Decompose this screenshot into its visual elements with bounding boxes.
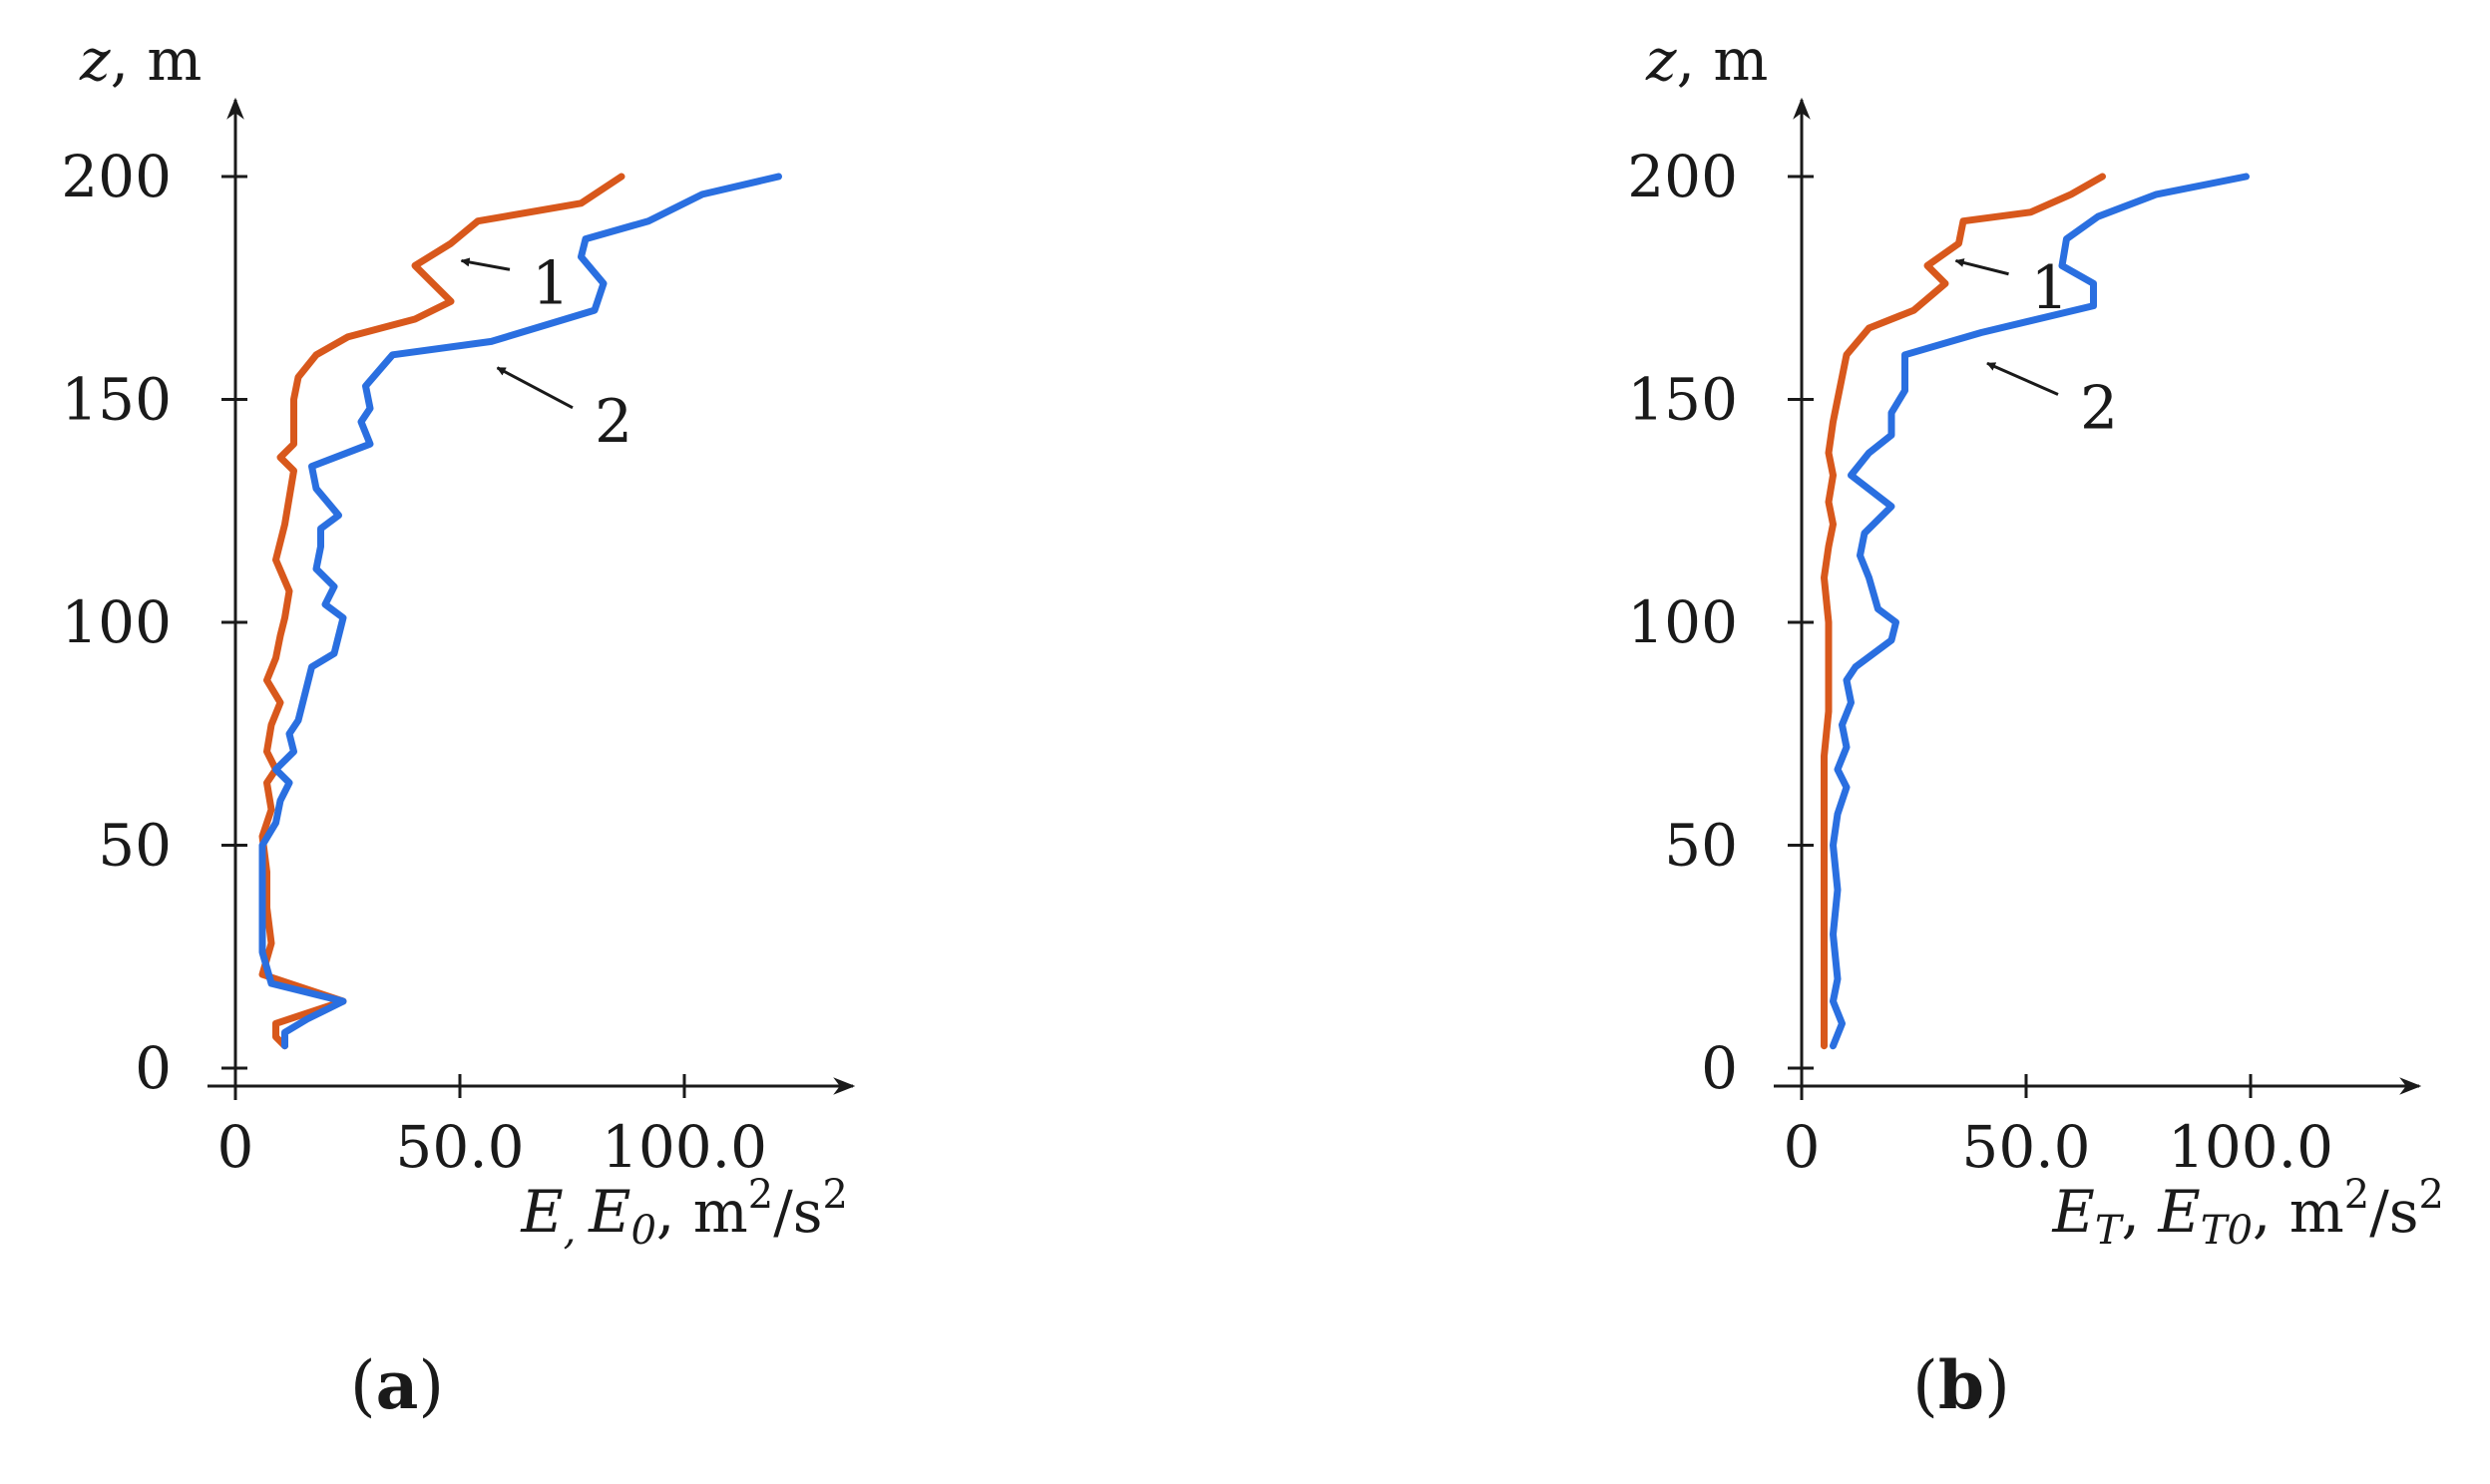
panel-a-y-tick-label: 50 <box>98 812 172 880</box>
panel-a-x-tick-label: 50.0 <box>395 1113 524 1181</box>
panel-b: 0 50 100 150 200 0 50.0 100.0 z, m ET, ET0, m2/s2… <box>1627 26 2444 1424</box>
panel-b-y-tick-label: 50 <box>1664 812 1738 880</box>
panel-b-x-tick-label: 100.0 <box>2168 1113 2333 1181</box>
panel-b-y-tick-label: 0 <box>1701 1034 1738 1102</box>
panel-b-series-1-line <box>1821 173 2106 1050</box>
panel-a-curve-1-pointer <box>460 257 511 271</box>
panel-b-x-tick-label: 50.0 <box>1961 1113 2090 1181</box>
panel-a: 0 50 100 150 200 0 50.0 100.0 z, m E, E0, m2/s2 12… <box>61 26 856 1424</box>
panel-b-curve-2-pointer <box>1986 361 2059 396</box>
panel-a-y-tick-label: 0 <box>135 1034 172 1102</box>
panel-a-x-tick-label: 100.0 <box>602 1113 767 1181</box>
panel-b-curve-1-pointer <box>1954 258 2009 276</box>
panel-b-series-2-line <box>1830 173 2250 1050</box>
panel-b-y-tick-label: 100 <box>1627 588 1738 656</box>
panel-b-x-tick-label: 0 <box>1784 1113 1821 1181</box>
panel-b-curve-2-label: 2 <box>2080 373 2118 443</box>
panel-a-label: (a) <box>350 1346 444 1424</box>
panel-b-y-tick-label: 200 <box>1627 143 1738 210</box>
panel-b-y-axis-title: z, m <box>1645 26 1768 94</box>
panel-a-series-1-line <box>258 173 625 1050</box>
panel-a-series-2-line <box>258 173 782 1050</box>
panel-a-y-tick-label: 200 <box>61 143 172 210</box>
panel-b-curve-1-label: 1 <box>2031 253 2069 323</box>
panel-a-curve-2-label: 2 <box>595 387 632 457</box>
panel-a-curve-1-label: 1 <box>532 248 570 318</box>
panel-a-x-axis-title: E, E0, m2/s2 <box>520 1172 848 1254</box>
panel-b-x-axis-title: ET, ET0, m2/s2 <box>2052 1172 2444 1254</box>
panel-a-y-tick-label: 100 <box>61 588 172 656</box>
panel-a-x-tick-label: 0 <box>217 1113 254 1181</box>
panel-a-y-axis-title: z, m <box>79 26 202 94</box>
panel-b-label: (b) <box>1912 1346 2010 1424</box>
panel-a-curve-2-pointer <box>496 366 574 410</box>
panel-b-y-tick-label: 150 <box>1627 366 1738 434</box>
panel-a-y-tick-label: 150 <box>61 366 172 434</box>
